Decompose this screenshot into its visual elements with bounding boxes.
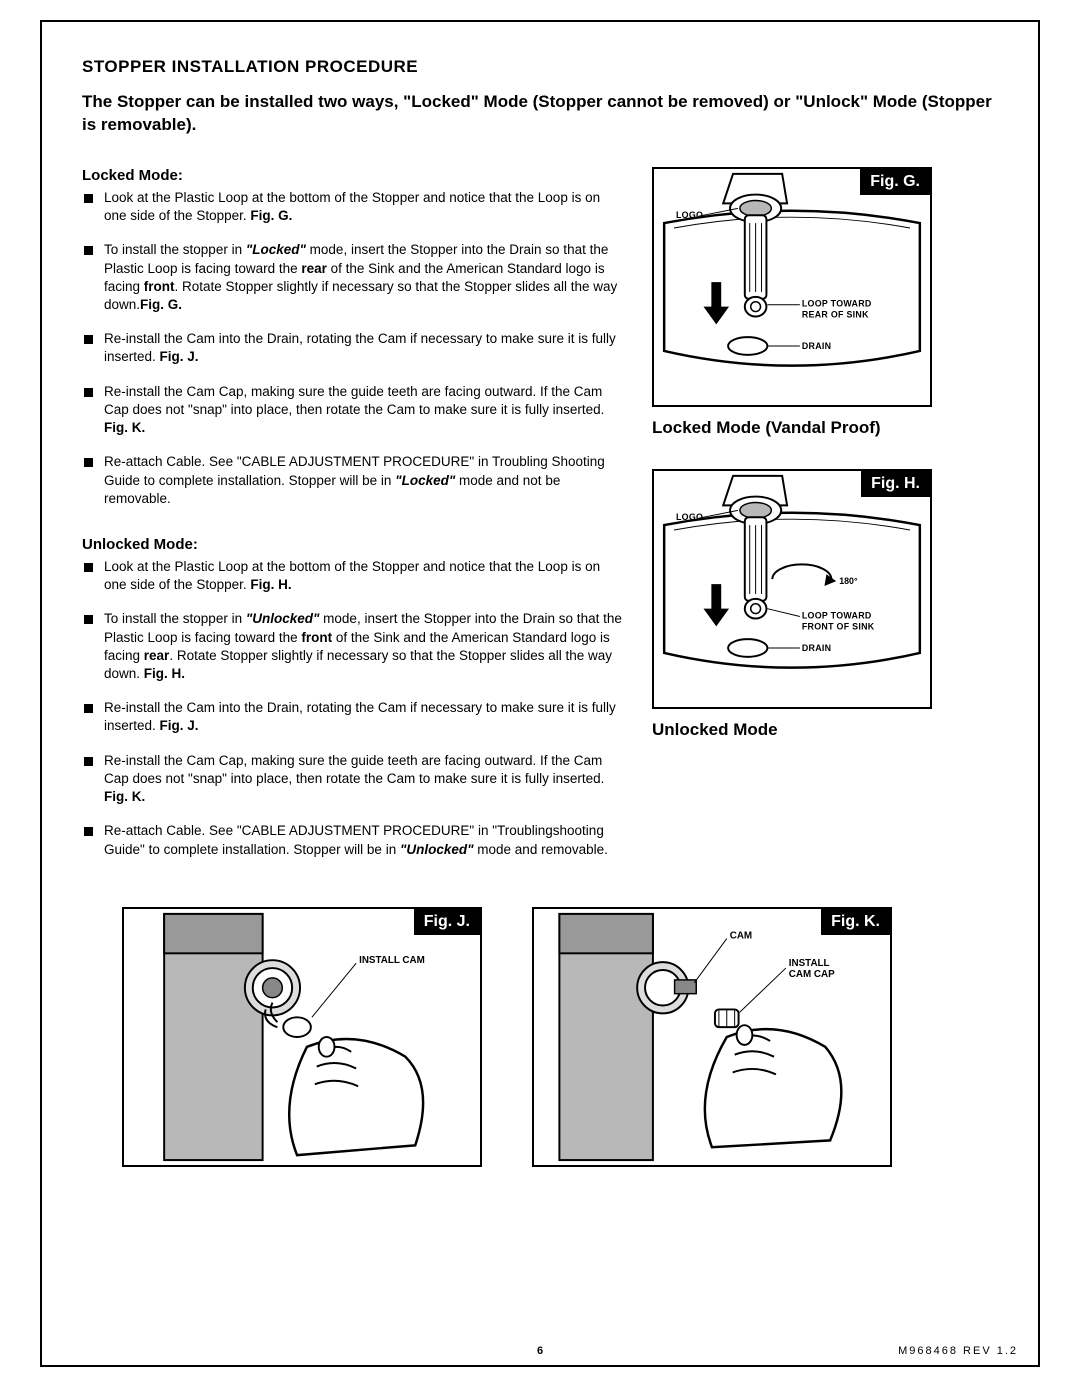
svg-text:180°: 180° [839,576,858,586]
list-item: To install the stopper in "Unlocked" mod… [82,610,622,683]
figure-label: Fig. J. [414,909,480,935]
list-item: Look at the Plastic Loop at the bottom o… [82,189,622,225]
list-item: Re-install the Cam Cap, making sure the … [82,383,622,438]
columns: Locked Mode: Look at the Plastic Loop at… [82,167,998,887]
svg-text:DRAIN: DRAIN [802,341,831,351]
locked-heading: Locked Mode: [82,167,622,184]
svg-text:LOOP TOWARD FRONT: LOOP TOWARD FRONT OF SINK [802,610,875,631]
figure-g-caption: Locked Mode (Vandal Proof) [652,417,932,439]
list-item: Re-install the Cam into the Drain, rotat… [82,699,622,735]
bottom-figures: Fig. J. [82,907,998,1177]
figure-h: Fig. H. [652,469,932,709]
page-frame: STOPPER INSTALLATION PROCEDURE The Stopp… [40,20,1040,1367]
intro-text: The Stopper can be installed two ways, "… [82,91,998,137]
page-number: 6 [42,1345,1038,1357]
locked-list: Look at the Plastic Loop at the bottom o… [82,189,622,508]
svg-text:LOOP TOWARD REAR O: LOOP TOWARD REAR OF SINK [802,299,875,320]
svg-text:CAM: CAM [730,930,752,941]
svg-text:DRAIN: DRAIN [802,643,831,653]
figure-j-svg: INSTALL CAM [124,909,480,1165]
figure-j: Fig. J. [122,907,482,1167]
right-column: Fig. G. [652,167,932,887]
svg-text:LOGO: LOGO [676,512,703,522]
unlocked-heading: Unlocked Mode: [82,536,622,553]
left-column: Locked Mode: Look at the Plastic Loop at… [82,167,622,887]
section-title: STOPPER INSTALLATION PROCEDURE [82,57,998,77]
figure-label: Fig. H. [861,471,930,497]
doc-revision: M968468 REV 1.2 [898,1345,1018,1357]
figure-h-svg: 180° LOGO LOOP TOWARD FRONT OF SINK DRAI… [654,471,930,707]
svg-text:LOGO: LOGO [676,210,703,220]
list-item: Look at the Plastic Loop at the bottom o… [82,558,622,594]
figure-label: Fig. G. [860,169,930,195]
list-item: Re-install the Cam Cap, making sure the … [82,752,622,807]
unlocked-list: Look at the Plastic Loop at the bottom o… [82,558,622,859]
figure-h-caption: Unlocked Mode [652,719,932,741]
list-item: Re-attach Cable. See "CABLE ADJUSTMENT P… [82,822,622,858]
list-item: To install the stopper in "Locked" mode,… [82,241,622,314]
list-item: Re-install the Cam into the Drain, rotat… [82,330,622,366]
svg-text:INSTALL CAM: INSTALL CAM [359,955,425,966]
figure-k: Fig. K. [532,907,892,1167]
figure-g-svg: LOGO LOOP TOWARD REAR OF SINK DRAIN [654,169,930,405]
svg-text:INSTALL CAM CAP: INSTALL CAM CAP [789,958,835,980]
list-item: Re-attach Cable. See "CABLE ADJUSTMENT P… [82,453,622,508]
figure-k-svg: CAM INSTALL CAM CAP [534,909,890,1165]
figure-g: Fig. G. [652,167,932,407]
figure-label: Fig. K. [821,909,890,935]
